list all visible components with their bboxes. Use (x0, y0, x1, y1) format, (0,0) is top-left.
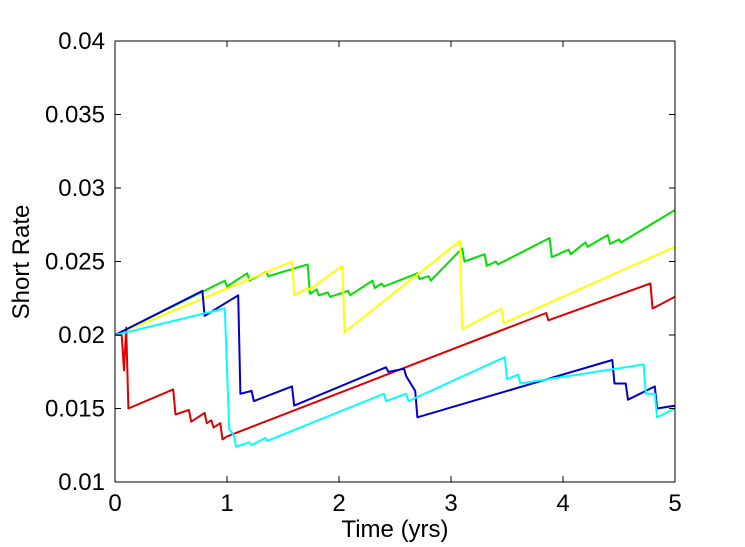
x-tick-label: 3 (444, 490, 457, 517)
series-line-5 (114, 307, 676, 448)
series-line-4 (114, 289, 676, 419)
y-tick-label: 0.025 (45, 249, 105, 276)
x-tick-label: 0 (108, 490, 121, 517)
series-line-2 (114, 239, 676, 336)
plot-background (115, 41, 675, 482)
x-tick-label: 2 (332, 490, 345, 517)
x-axis-title: Time (yrs) (341, 516, 448, 543)
x-tick-label: 1 (220, 490, 233, 517)
y-tick-label: 0.04 (58, 28, 105, 55)
y-tick-label: 0.035 (45, 102, 105, 129)
series-line-1 (114, 209, 676, 336)
y-axis-title: Short Rate (8, 205, 35, 320)
ticks-layer: 0 1 2 3 4 5 0.01 0.015 0.02 0.025 0.03 0.035 0.04 (45, 28, 682, 517)
series-layer (114, 209, 676, 448)
x-tick-label: 5 (668, 490, 681, 517)
x-tick-label: 4 (556, 490, 569, 517)
series-line-3 (115, 282, 676, 441)
y-tick-label: 0.03 (58, 175, 105, 202)
y-tick-label: 0.02 (58, 322, 105, 349)
y-tick-label: 0.015 (45, 396, 105, 423)
y-tick-label: 0.01 (58, 469, 105, 496)
